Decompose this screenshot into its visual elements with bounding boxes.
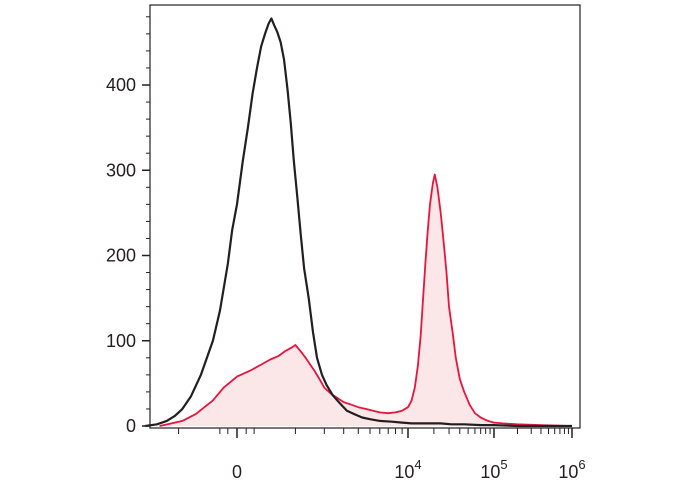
y-tick-label: 400	[106, 75, 136, 95]
x-tick-exponent: 4	[414, 457, 421, 472]
series-layer	[145, 17, 573, 428]
y-tick-label: 100	[106, 331, 136, 351]
x-tick-label: 106	[558, 457, 585, 482]
series-0-line	[145, 17, 572, 428]
y-tick-label: 300	[106, 160, 136, 180]
series-1-line	[159, 173, 573, 427]
y-tick-label: 0	[126, 416, 136, 436]
x-tick-label: 105	[480, 457, 507, 482]
x-tick-label: 104	[394, 457, 421, 482]
axes-layer	[149, 4, 581, 429]
x-tick-exponent: 5	[500, 457, 507, 472]
x-tick-label: 0	[232, 462, 242, 482]
x-tick-exponent: 6	[578, 457, 585, 472]
plot-frame	[149, 4, 581, 429]
y-tick-label: 200	[106, 246, 136, 266]
